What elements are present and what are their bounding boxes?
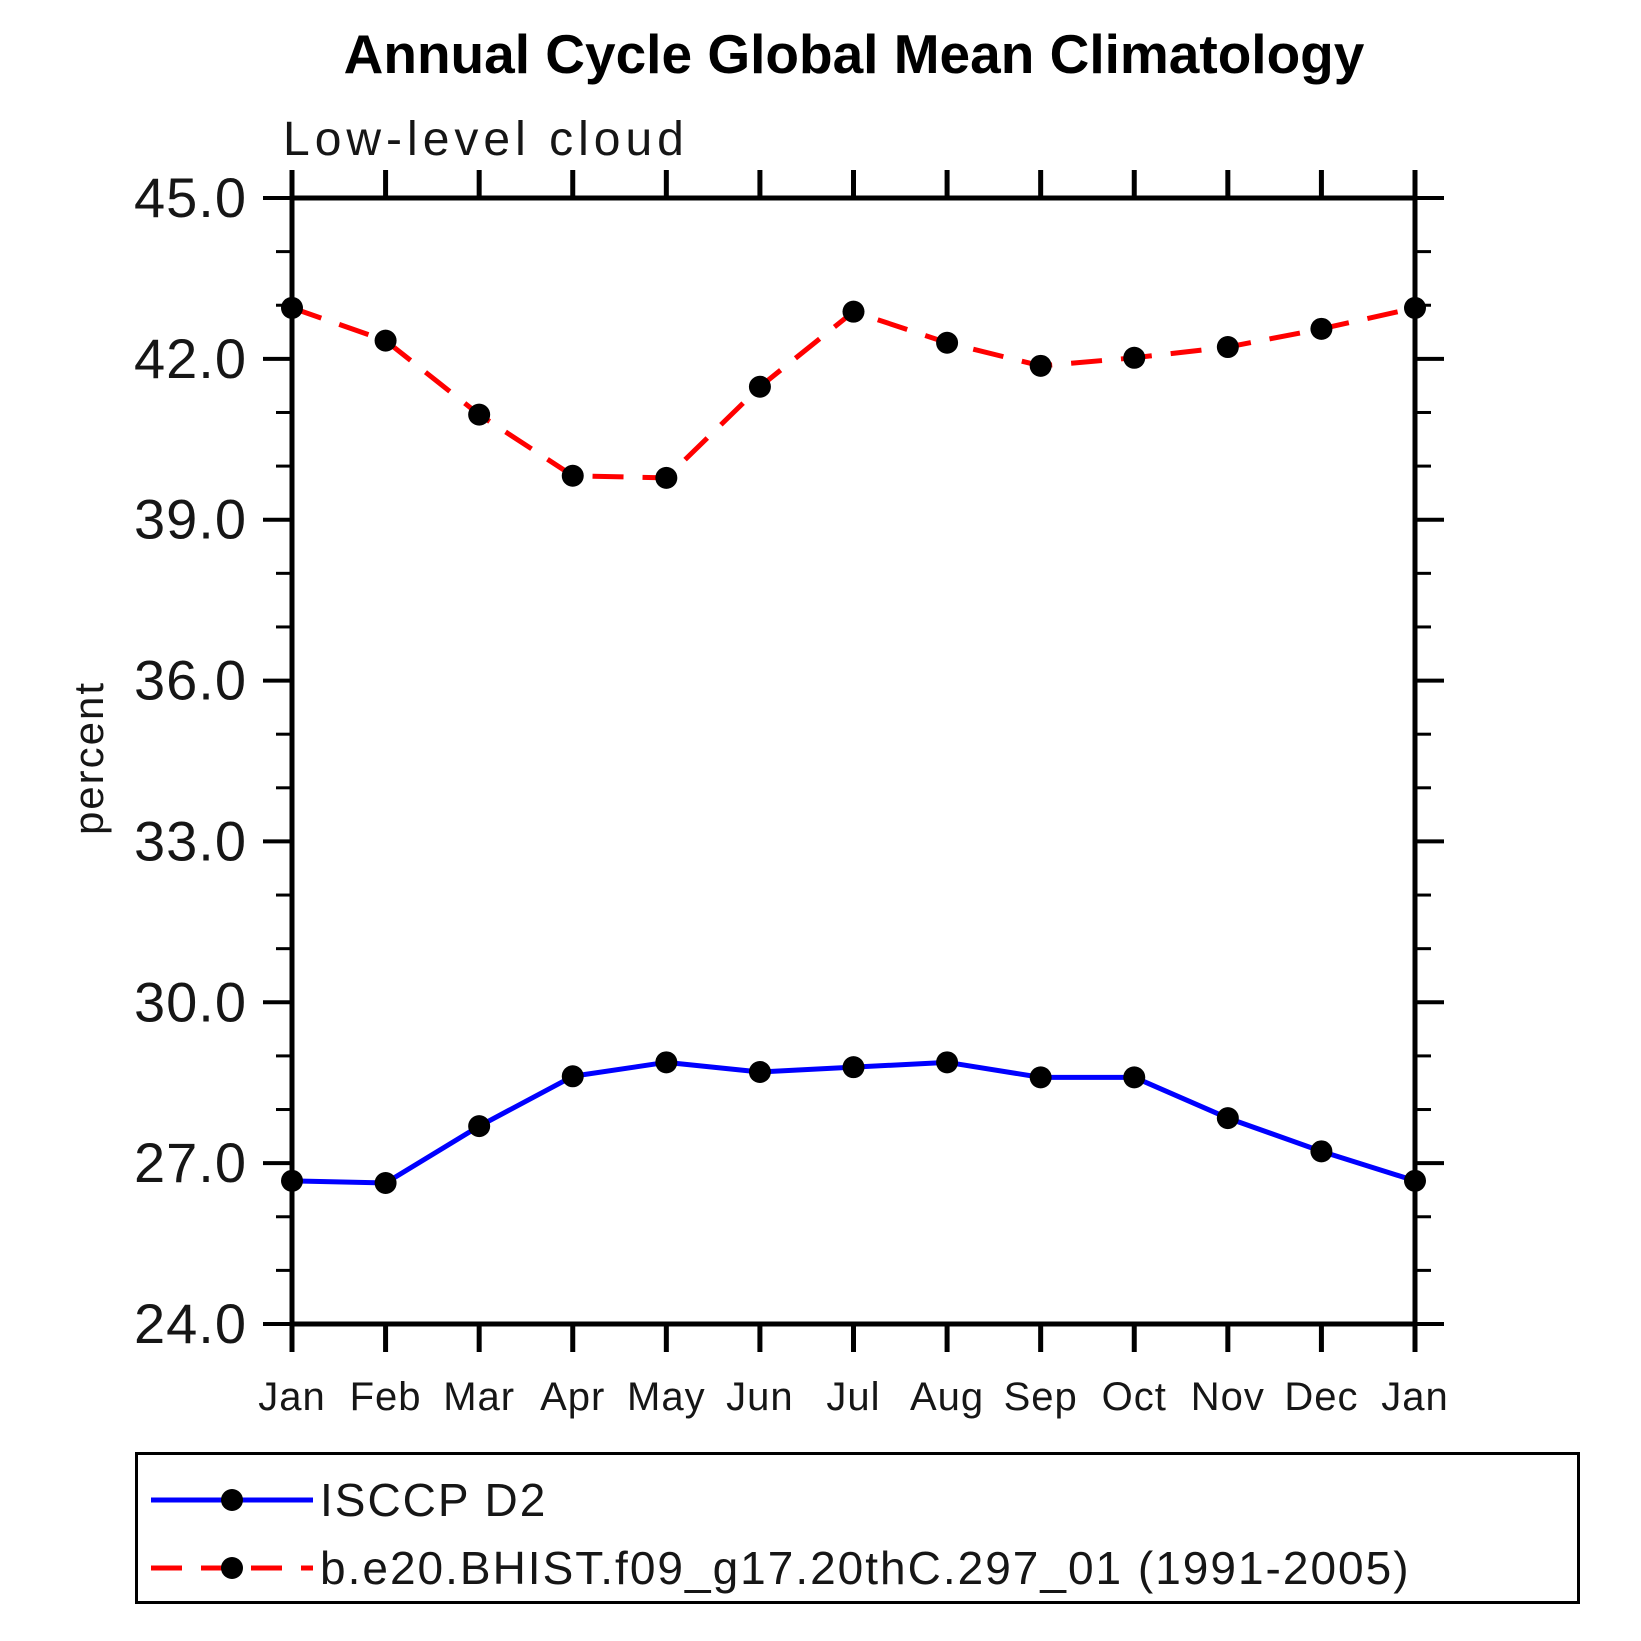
data-point-marker xyxy=(1123,346,1146,369)
data-point-marker xyxy=(1310,1140,1333,1163)
y-tick-label: 45.0 xyxy=(134,166,247,229)
axes-frame xyxy=(289,195,1418,1327)
data-point-marker xyxy=(468,1115,491,1138)
x-tick-label: Oct xyxy=(1102,1375,1167,1419)
legend-marker-dot xyxy=(221,1557,243,1579)
data-point-marker xyxy=(748,375,771,398)
data-point-marker xyxy=(936,1051,959,1074)
x-tick-label: Jul xyxy=(826,1375,880,1419)
data-point-marker xyxy=(374,329,397,352)
data-point-marker xyxy=(561,464,584,487)
data-point-marker xyxy=(1029,354,1052,377)
data-point-marker xyxy=(281,296,303,319)
data-point-marker xyxy=(842,1056,865,1079)
y-tick-label: 33.0 xyxy=(134,809,247,872)
data-point-marker xyxy=(561,1065,584,1088)
x-tick-label: Apr xyxy=(540,1375,605,1419)
y-tick-label: 24.0 xyxy=(134,1292,247,1355)
legend-line-sample-model xyxy=(151,1557,313,1579)
chart-subtitle: Low-level cloud xyxy=(283,113,689,166)
data-point-marker xyxy=(374,1171,397,1194)
chart-title: Annual Cycle Global Mean Climatology xyxy=(343,23,1365,85)
legend-label-isccp: ISCCP D2 xyxy=(320,1474,548,1526)
data-point-marker xyxy=(1310,317,1333,340)
x-tick-label: Feb xyxy=(350,1375,422,1419)
plot-area: 24.0 27.0 30.0 33.0 36.0 39.0 42.0 45.0 Jan Feb Ma… xyxy=(134,166,1449,1419)
x-tick-label: Jan xyxy=(258,1375,326,1419)
data-point-marker xyxy=(1216,336,1239,359)
legend-line-sample-isccp xyxy=(151,1489,313,1511)
data-point-marker xyxy=(1123,1066,1146,1089)
data-point-marker xyxy=(655,1051,678,1074)
y-tick-label: 36.0 xyxy=(134,649,247,712)
data-point-marker xyxy=(1404,296,1426,319)
data-point-marker xyxy=(748,1060,771,1083)
data-point-marker xyxy=(655,466,678,489)
data-point-marker xyxy=(1216,1107,1239,1130)
y-tick-label: 39.0 xyxy=(134,488,247,551)
x-tick-label: Nov xyxy=(1191,1375,1265,1419)
x-tick-label: Mar xyxy=(443,1375,515,1419)
data-point-marker xyxy=(1404,1169,1426,1192)
data-point-marker xyxy=(936,331,959,354)
x-tick-label: Jan xyxy=(1381,1375,1449,1419)
legend-label-model: b.e20.BHIST.f09_g17.20thC.297_01 (1991-2… xyxy=(320,1542,1411,1594)
x-tick-label: Jun xyxy=(726,1375,794,1419)
legend: ISCCP D2 b.e20.BHIST.f09_g17.20thC.297_0… xyxy=(135,1452,1580,1604)
data-point-marker xyxy=(468,403,491,426)
series-line-model xyxy=(291,305,1416,481)
x-tick-label: Dec xyxy=(1284,1375,1358,1419)
data-point-marker xyxy=(1029,1066,1052,1089)
y-tick-label: 27.0 xyxy=(134,1131,247,1194)
data-point-marker xyxy=(842,300,865,323)
legend-item-isccp: ISCCP D2 xyxy=(146,1473,547,1527)
series-line-isccp-d2 xyxy=(291,1059,1416,1186)
y-tick-label: 30.0 xyxy=(134,970,247,1033)
data-point-marker xyxy=(281,1169,303,1192)
x-tick-label: Sep xyxy=(1004,1375,1078,1419)
legend-marker-dot xyxy=(221,1489,243,1511)
y-tick-label: 42.0 xyxy=(134,327,247,390)
x-tick-label: May xyxy=(627,1375,706,1419)
legend-item-model: b.e20.BHIST.f09_g17.20thC.297_01 (1991-2… xyxy=(146,1541,1411,1595)
x-tick-label: Aug xyxy=(910,1375,984,1419)
